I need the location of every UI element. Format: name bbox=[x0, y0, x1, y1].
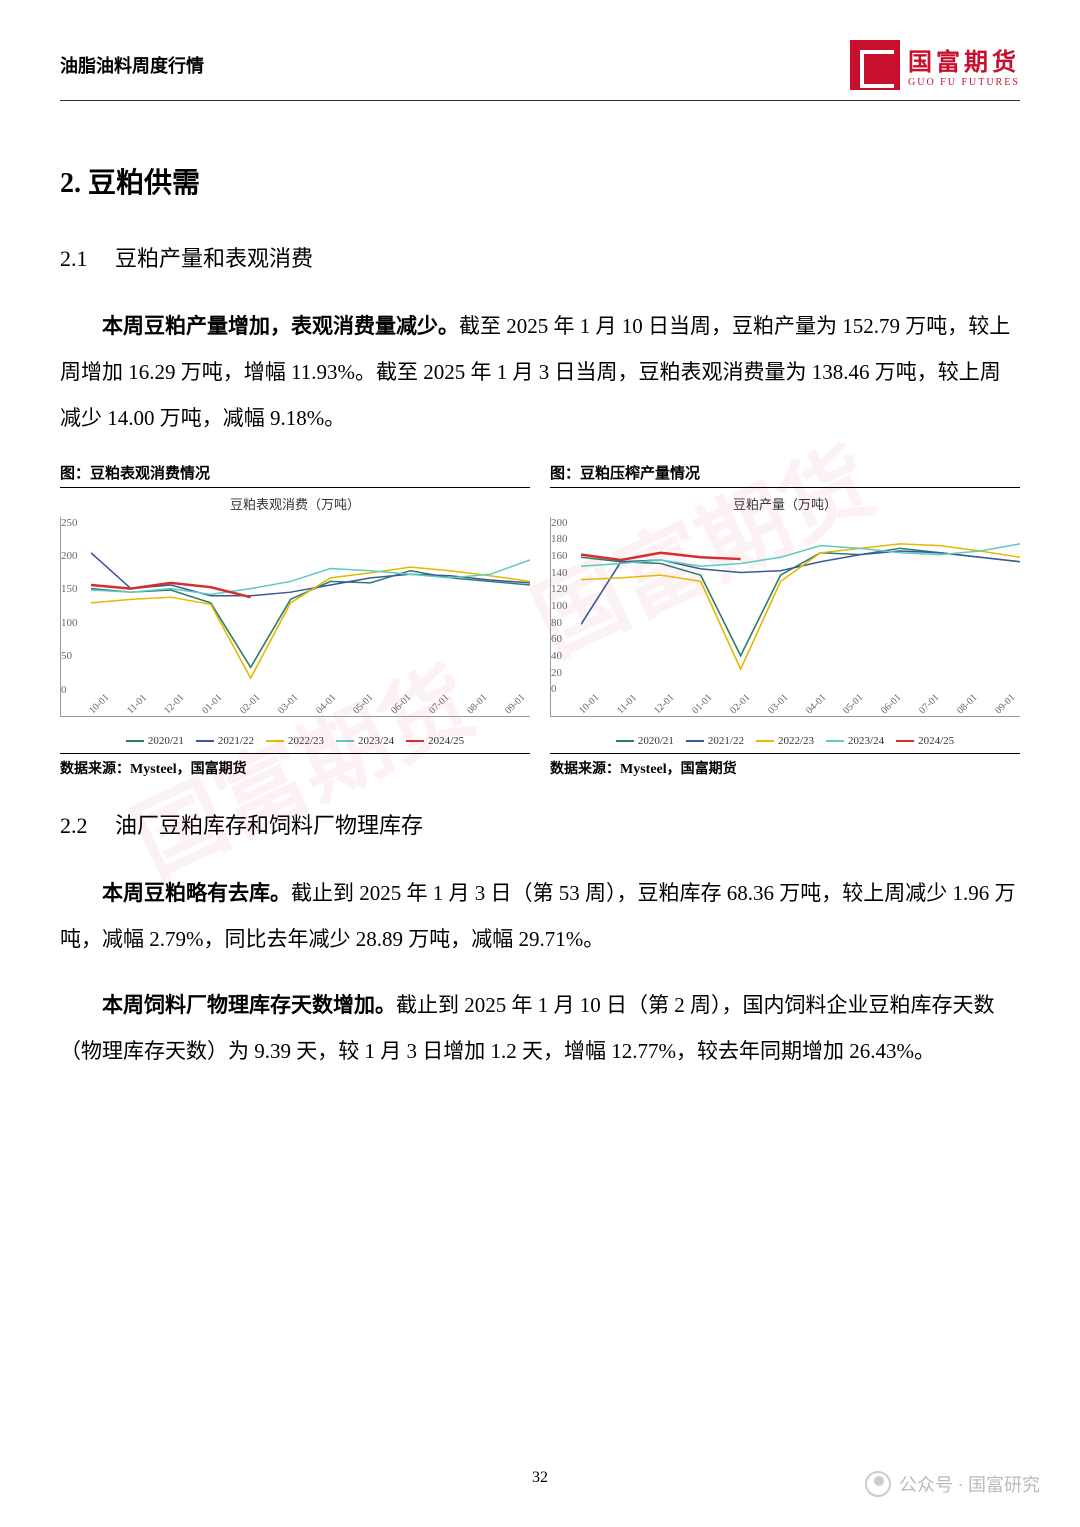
logo: 国富期货 GUO FU FUTURES bbox=[850, 40, 1020, 90]
subsection-number: 2.2 bbox=[60, 813, 88, 838]
para-lead: 本周豆粕略有去库。 bbox=[102, 881, 291, 905]
paragraph: 本周豆粕产量增加，表观消费量减少。截至 2025 年 1 月 10 日当周，豆粕… bbox=[60, 303, 1020, 442]
chart-right: 图：豆粕压榨产量情况 豆粕产量（万吨） 20018016014012010080… bbox=[550, 462, 1020, 778]
footer-brand: 公众号 · 国富研究 bbox=[865, 1471, 1040, 1497]
chart-area: 25020015010050010-0111-0112-0101-0102-01… bbox=[60, 517, 530, 717]
para-lead: 本周豆粕产量增加，表观消费量减少。 bbox=[102, 314, 459, 338]
logo-en: GUO FU FUTURES bbox=[908, 77, 1020, 88]
subsection-number: 2.1 bbox=[60, 246, 88, 271]
subsection-title: 豆粕产量和表观消费 bbox=[115, 246, 313, 271]
footer-label: 公众号 · 国富研究 bbox=[899, 1471, 1040, 1497]
chart-legend: 2020/212021/222022/232023/242024/25 bbox=[60, 735, 530, 747]
paragraph: 本周饲料厂物理库存天数增加。截止到 2025 年 1 月 10 日（第 2 周）… bbox=[60, 982, 1020, 1074]
para-lead: 本周饲料厂物理库存天数增加。 bbox=[102, 993, 396, 1017]
header-title: 油脂油料周度行情 bbox=[60, 52, 204, 78]
section-number: 2. bbox=[60, 168, 81, 199]
section-heading: 2. 豆粕供需 bbox=[60, 161, 1020, 201]
logo-icon bbox=[850, 40, 900, 90]
chart-source: 数据来源：Mysteel，国富期货 bbox=[550, 753, 1020, 778]
chart-left: 图：豆粕表观消费情况 豆粕表观消费（万吨） 25020015010050010-… bbox=[60, 462, 530, 778]
page-header: 油脂油料周度行情 国富期货 GUO FU FUTURES bbox=[60, 0, 1020, 101]
subsection-heading: 2.1 豆粕产量和表观消费 bbox=[60, 241, 1020, 273]
paragraph: 本周豆粕略有去库。截止到 2025 年 1 月 3 日（第 53 周），豆粕库存… bbox=[60, 870, 1020, 962]
charts-row: 图：豆粕表观消费情况 豆粕表观消费（万吨） 25020015010050010-… bbox=[60, 462, 1020, 778]
chart-area: 20018016014012010080604020010-0111-0112-… bbox=[550, 517, 1020, 717]
section-title: 豆粕供需 bbox=[88, 168, 200, 199]
wechat-icon bbox=[865, 1471, 891, 1497]
content: 2. 豆粕供需 2.1 豆粕产量和表观消费 本周豆粕产量增加，表观消费量减少。截… bbox=[0, 101, 1080, 1074]
logo-cn: 国富期货 bbox=[908, 42, 1020, 77]
chart-subtitle: 豆粕产量（万吨） bbox=[550, 494, 1020, 513]
chart-legend: 2020/212021/222022/232023/242024/25 bbox=[550, 735, 1020, 747]
chart-source: 数据来源：Mysteel，国富期货 bbox=[60, 753, 530, 778]
chart-title: 图：豆粕压榨产量情况 bbox=[550, 462, 1020, 488]
chart-title: 图：豆粕表观消费情况 bbox=[60, 462, 530, 488]
subsection-title: 油厂豆粕库存和饲料厂物理库存 bbox=[115, 813, 423, 838]
subsection-heading: 2.2 油厂豆粕库存和饲料厂物理库存 bbox=[60, 808, 1020, 840]
chart-subtitle: 豆粕表观消费（万吨） bbox=[60, 494, 530, 513]
